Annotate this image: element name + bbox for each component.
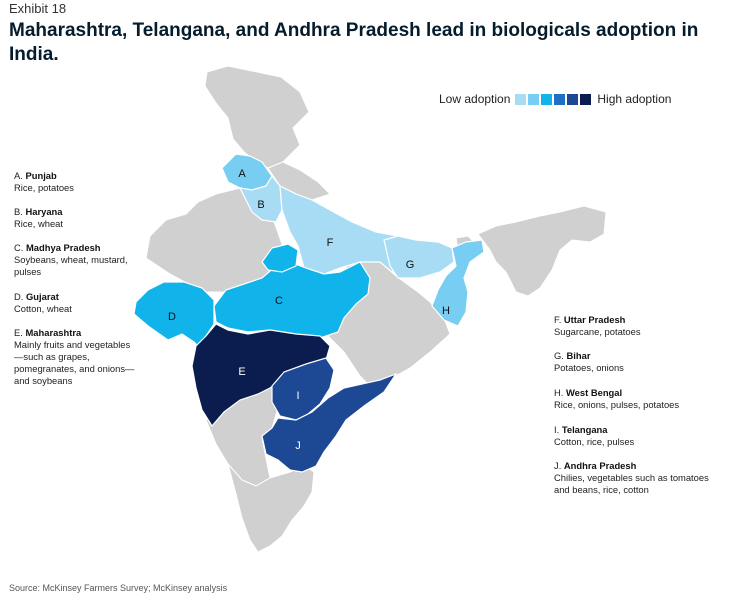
state-west-bengal: [431, 239, 485, 327]
note-bihar: G. Bihar Potatoes, onions: [554, 350, 624, 373]
map-states: [133, 153, 485, 473]
legend-swatch-2: [528, 93, 540, 105]
map-labels: A B C D E F G H I J: [168, 168, 450, 452]
map-label-gujarat: D: [168, 311, 176, 323]
legend-high-label: High adoption: [597, 92, 672, 106]
exhibit-number: Exhibit 18: [9, 1, 67, 16]
legend-swatch-6: [580, 93, 592, 105]
map-label-punjab: A: [238, 168, 246, 180]
state-andhra-pradesh: [261, 372, 398, 473]
map-label-west-bengal: H: [442, 305, 450, 317]
note-haryana: B. Haryana Rice, wheat: [14, 206, 63, 229]
note-west-bengal: H. West Bengal Rice, onions, pulses, pota…: [554, 387, 680, 410]
legend-low-label: Low adoption: [439, 92, 511, 106]
map-label-madhya-pradesh: C: [275, 295, 283, 307]
region-south: [227, 463, 315, 553]
map-legend: Low adoption High adoption: [439, 92, 671, 106]
state-bihar: [383, 235, 455, 279]
map-label-bihar: G: [406, 259, 415, 271]
map-base: [145, 65, 607, 553]
legend-swatch-4: [554, 93, 566, 105]
map-label-haryana: B: [257, 199, 264, 211]
note-madhya-pradesh: C. Madhya Pradesh Soybeans, wheat, mustar…: [14, 242, 128, 277]
note-maharashtra: E. Maharashtra Mainly fruits and vegetabl…: [14, 327, 135, 386]
note-gujarat: D. Gujarat Cotton, wheat: [14, 291, 72, 314]
state-uttar-pradesh: [279, 184, 401, 275]
note-punjab: A. Punjab Rice, potatoes: [14, 170, 74, 193]
state-telangana: [271, 357, 335, 421]
map-label-telangana: I: [296, 390, 299, 402]
note-andhra-pradesh: J. Andhra Pradesh Chilies, vegetables suc…: [554, 460, 709, 495]
note-uttar-pradesh: F. Uttar Pradesh Sugarcane, potatoes: [554, 314, 641, 337]
note-telangana: I. Telangana Cotton, rice, pulses: [554, 424, 635, 447]
map-label-maharashtra: E: [238, 366, 245, 378]
legend-swatch-1: [515, 93, 527, 105]
legend-swatch-3: [541, 93, 553, 105]
map-label-uttar-pradesh: F: [327, 237, 334, 249]
source-note: Source: McKinsey Farmers Survey; McKinse…: [9, 583, 228, 593]
legend-swatch-5: [567, 93, 579, 105]
region-north: [204, 65, 310, 169]
map-label-andhra-pradesh: J: [295, 440, 301, 452]
state-madhya-pradesh-north: [261, 243, 299, 273]
region-northeast: [477, 205, 607, 297]
chart-title: Maharashtra, Telangana, and Andhra Prade…: [9, 20, 699, 65]
